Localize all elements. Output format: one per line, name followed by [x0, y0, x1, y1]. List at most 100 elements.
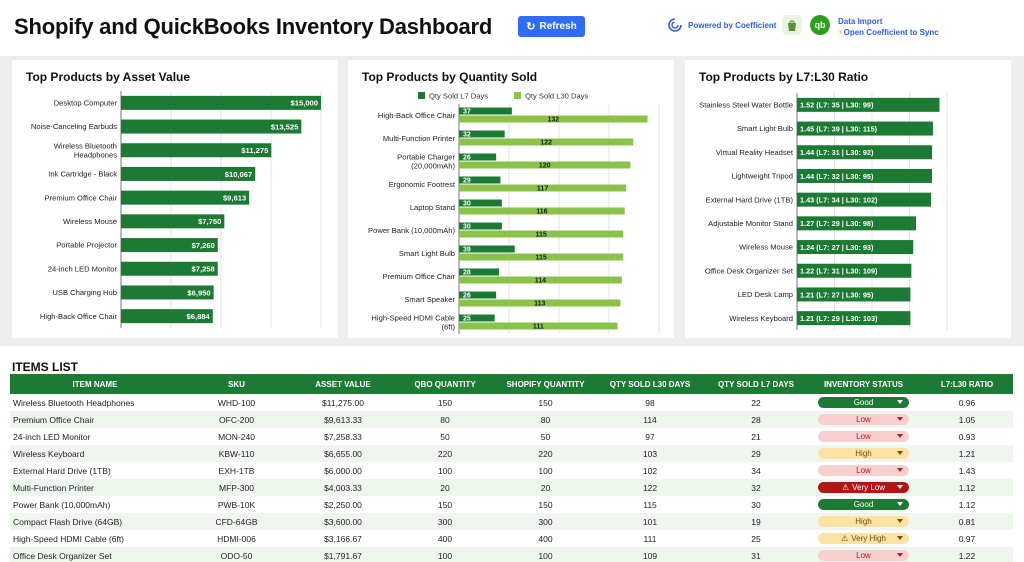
status-dropdown[interactable]: High — [818, 516, 909, 528]
status-dropdown[interactable]: Low — [818, 431, 909, 443]
table-cell: KBW-110 — [180, 445, 293, 462]
status-label: Good — [853, 500, 874, 510]
bar-l30 — [459, 276, 622, 284]
table-row[interactable]: 24-inch LED Monitor MON-240 $7,258.33 50 50 9… — [10, 428, 1013, 445]
column-header[interactable]: ITEM NAME — [10, 374, 180, 394]
data-label: 114 — [535, 278, 546, 285]
data-label: 29 — [463, 178, 471, 185]
table-cell: $4,003.33 — [293, 479, 393, 496]
status-dropdown[interactable]: ⚠ Very Low — [818, 482, 909, 494]
table-row[interactable]: Multi-Function Printer MFP-300 $4,003.33 20… — [10, 479, 1013, 496]
column-header[interactable]: QTY SOLD L7 DAYS — [706, 374, 806, 394]
table-row[interactable]: Compact Flash Drive (64GB) CFD-64GB $3,600… — [10, 513, 1013, 530]
table-cell: 50 — [540, 431, 551, 442]
table-row[interactable]: Premium Office Chair OFC-200 $9,613.33 80 80… — [10, 411, 1013, 428]
chart-title: Top Products by Quantity Sold — [362, 70, 538, 84]
charts-area: Top Products by Asset Value Desktop Comp… — [0, 56, 1024, 346]
item-name-cell: Compact Flash Drive (64GB) — [10, 513, 180, 530]
status-label: Good — [853, 398, 874, 408]
table-cell: ODO-50 — [180, 547, 293, 562]
asset-value-chart: Desktop Computer $15,000 Noise-Canceling E… — [31, 91, 322, 328]
ratio-chart: Stainless Steel Water Bottle 1.52 (L7: 35… — [699, 93, 948, 330]
data-label: $10,067 — [225, 170, 252, 179]
category-label: Smart Light Bulb — [737, 124, 793, 133]
shopify-logo-icon — [782, 15, 802, 35]
data-label: 1.27 (L7: 29 | L30: 98) — [800, 219, 874, 228]
bar-l30 — [459, 253, 624, 261]
status-dropdown[interactable]: Good — [818, 397, 909, 409]
table-cell: 100 — [437, 465, 453, 476]
data-label: $15,000 — [291, 99, 318, 108]
column-header[interactable]: SKU — [180, 374, 293, 394]
table-cell: 150 — [538, 499, 553, 510]
table-row[interactable]: External Hard Drive (1TB) EXH-1TB $6,000.0… — [10, 462, 1013, 479]
bar — [121, 214, 225, 229]
bar — [121, 143, 272, 158]
column-header[interactable]: QTY SOLD L30 DAYS — [594, 374, 706, 394]
table-cell: MFP-300 — [180, 479, 293, 496]
refresh-label: Refresh — [539, 21, 577, 32]
powered-by-link[interactable]: Powered by Coefficient — [688, 21, 777, 30]
bar — [797, 287, 911, 302]
chevron-down-icon — [897, 553, 903, 558]
table-row[interactable]: Wireless Bluetooth Headphones WHD-100 $11,… — [10, 394, 1013, 411]
table-cell: 102 — [642, 465, 658, 476]
chevron-down-icon — [897, 502, 903, 507]
table-cell: $7,258.33 — [324, 431, 362, 442]
inventory-status-cell: High — [806, 513, 921, 530]
table-cell: 100 — [497, 547, 594, 562]
table-row[interactable]: Office Desk Organizer Set ODO-50 $1,791.67… — [10, 547, 1013, 562]
column-header[interactable]: INVENTORY STATUS — [806, 374, 921, 394]
category-label: Wireless Mouse — [63, 217, 117, 226]
open-sync-link[interactable]: ⚡Open Coefficient to Sync — [838, 28, 939, 37]
table-cell: 100 — [393, 547, 497, 562]
refresh-button[interactable]: ↻ Refresh — [518, 16, 585, 37]
table-cell: 1.43 — [958, 465, 976, 476]
data-label: $11,275 — [241, 146, 269, 155]
data-import-info[interactable]: Data Import ⚡Open Coefficient to Sync — [838, 16, 939, 38]
category-label: Laptop Stand — [410, 203, 455, 212]
data-label: 120 — [539, 163, 551, 170]
data-label: 26 — [463, 293, 471, 300]
inventory-status-cell: ⚠ Very Low — [806, 479, 921, 496]
status-dropdown[interactable]: Low — [818, 550, 909, 562]
table-row[interactable]: Power Bank (10,000mAh) PWB-10K $2,250.00 15… — [10, 496, 1013, 513]
table-cell: 300 — [497, 513, 594, 530]
category-label: Stainless Steel Water Bottle — [699, 100, 793, 109]
status-dropdown[interactable]: Low — [818, 414, 909, 426]
bar-l7 — [459, 314, 495, 322]
status-label: Low — [856, 466, 871, 476]
data-label: 113 — [534, 301, 545, 308]
column-header[interactable]: SHOPIFY QUANTITY — [497, 374, 594, 394]
table-row[interactable]: High-Speed HDMI Cable (6ft) HDMI-006 $3,16… — [10, 530, 1013, 547]
column-header[interactable]: ASSET VALUE — [293, 374, 393, 394]
data-label: 1.44 (L7: 31 | L30: 92) — [800, 148, 874, 157]
table-cell: $2,250.00 — [324, 499, 362, 510]
data-label: $9,613 — [223, 193, 246, 202]
table-cell: 50 — [440, 431, 450, 442]
status-dropdown[interactable]: Good — [818, 499, 909, 511]
table-cell: 1.12 — [958, 499, 976, 510]
table-cell: 101 — [594, 513, 706, 530]
table-cell: PWB-10K — [217, 499, 256, 510]
category-label: Smart Speaker — [404, 295, 455, 304]
data-label: 122 — [540, 140, 552, 147]
category-label: Portable Charger (20,000mAh) — [397, 153, 455, 171]
data-label: 30 — [463, 224, 471, 231]
data-label: 1.22 (L7: 31 | L30: 109) — [800, 267, 878, 276]
coefficient-logo-icon[interactable] — [668, 18, 682, 32]
data-label: $13,525 — [271, 122, 299, 131]
status-dropdown[interactable]: Low — [818, 465, 909, 477]
bar-l30 — [459, 207, 625, 215]
legend-label: Qty Sold L7 Days — [429, 92, 488, 101]
status-dropdown[interactable]: ⚠ Very High — [818, 533, 909, 545]
status-dropdown[interactable]: High — [818, 448, 909, 460]
column-header[interactable]: L7:L30 RATIO — [921, 374, 1013, 394]
column-header[interactable]: QBO QUANTITY — [393, 374, 497, 394]
data-label: 111 — [533, 324, 544, 331]
bar — [797, 121, 933, 136]
table-row[interactable]: Wireless Keyboard KBW-110 $6,655.00 220 220 1… — [10, 445, 1013, 462]
table-cell: $3,600.00 — [293, 513, 393, 530]
data-label: 1.21 (L7: 27 | L30: 95) — [800, 290, 874, 299]
table-cell: 32 — [706, 479, 806, 496]
